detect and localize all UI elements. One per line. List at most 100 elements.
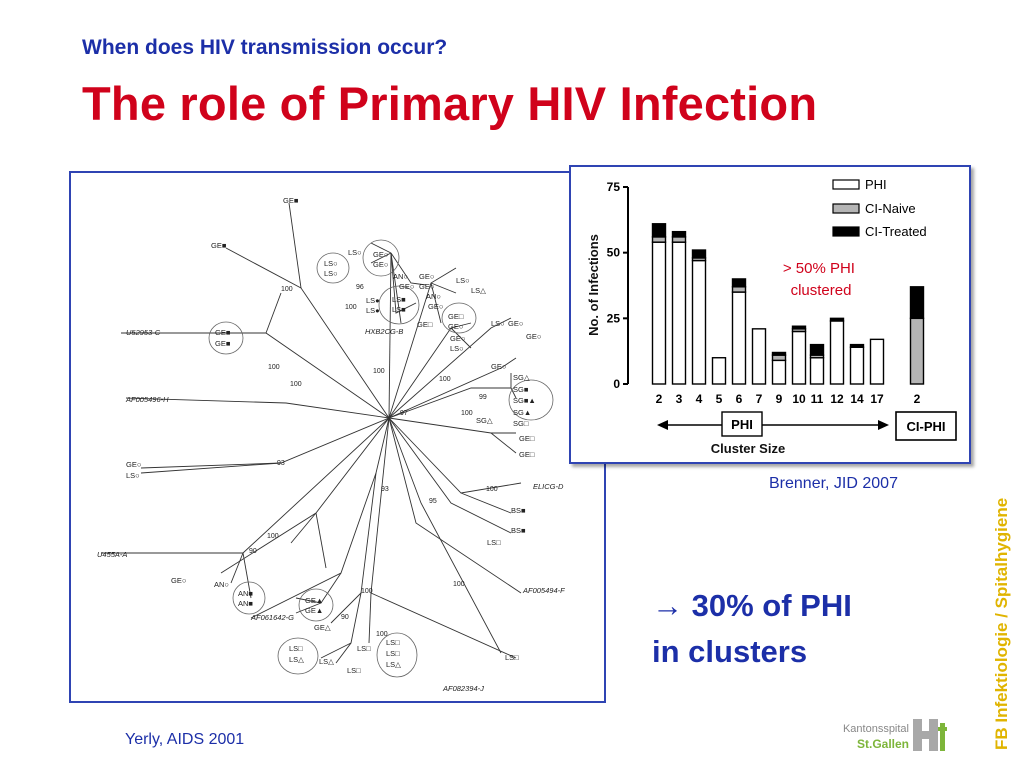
bar-segment — [651, 241, 667, 385]
tree-tip-label: GE▲ — [305, 606, 323, 615]
tree-tip-label: LS□ — [357, 644, 371, 653]
tree-tip-label: GE■ — [211, 241, 227, 250]
bar-segment — [731, 291, 747, 385]
legend-label-ci-treated: CI-Treated — [865, 224, 927, 239]
x-tick-label: 2 — [656, 392, 663, 406]
x-tick-label: 7 — [756, 392, 763, 406]
tree-reference-label: ELICG-D — [533, 482, 564, 491]
tree-reference-label: AF061642-G — [250, 613, 294, 622]
tree-tip-label: LS■ — [392, 295, 406, 304]
department-side-label: FB Infektiologie / Spitalhygiene — [992, 497, 1011, 750]
bootstrap-value: 100 — [461, 410, 473, 417]
tree-tip-label: SG■▲ — [513, 396, 536, 405]
tree-tip-label: GE○ — [450, 334, 465, 343]
legend-swatch-ci-treated — [832, 226, 860, 237]
x-tick-label: 2 — [914, 392, 921, 406]
tree-tip-label: GE○ — [491, 362, 506, 371]
legend-label-phi: PHI — [865, 177, 887, 192]
tree-tip-label: LS□ — [386, 638, 400, 647]
x-tick-label: 6 — [736, 392, 743, 406]
x-tick-label: 11 — [811, 392, 824, 406]
bootstrap-value: 93 — [381, 486, 389, 493]
tree-tip-label: LS△ — [471, 286, 487, 295]
bootstrap-value: 97 — [400, 410, 408, 417]
slide-subtitle: When does HIV transmission occur? — [82, 36, 448, 59]
tree-reference-label: AF005494-F — [522, 586, 565, 595]
bar-segment — [671, 236, 687, 243]
bootstrap-value: 99 — [479, 394, 487, 401]
bar-segment — [909, 286, 925, 320]
y-tick-label: 50 — [607, 246, 621, 260]
bootstrap-value: 100 — [267, 533, 279, 540]
tree-tip-label: AN■ — [238, 599, 253, 608]
y-tick-label: 75 — [607, 180, 621, 194]
bootstrap-value: 95 — [429, 498, 437, 505]
stat-statement-line2: in clusters — [652, 634, 808, 669]
tree-tip-label: LS○ — [450, 344, 464, 353]
tree-tip-label: LS△ — [319, 657, 335, 666]
bar-segment — [691, 259, 707, 385]
tree-tip-label: LS□ — [505, 653, 519, 662]
tree-tip-label: GE○ — [373, 260, 388, 269]
tree-tip-label: LS○ — [126, 471, 140, 480]
bar-segment — [771, 359, 787, 385]
tree-tip-label: LS○ — [324, 259, 338, 268]
tree-reference-label: AF082394-J — [442, 684, 484, 693]
tree-tip-label: LS○ — [491, 319, 505, 328]
logo-line1: Kantonsspital — [842, 723, 909, 735]
x-tick-label: 9 — [776, 392, 783, 406]
tree-tip-label: GE○ — [126, 460, 141, 469]
tree-tip-label: LS□ — [386, 649, 400, 658]
tree-tip-label: GE○ — [526, 332, 541, 341]
bar-segment — [731, 286, 747, 293]
bar-segment — [791, 330, 807, 385]
x-tick-label: 3 — [676, 392, 683, 406]
bar-segment — [651, 223, 667, 238]
bar-segment — [829, 317, 845, 322]
bootstrap-value: 100 — [268, 364, 280, 371]
x-tick-label: 12 — [830, 392, 844, 406]
bootstrap-value: 90 — [341, 614, 349, 621]
legend-swatch-phi — [832, 179, 860, 190]
tree-tip-label: AN○ — [214, 580, 229, 589]
bootstrap-value: 100 — [281, 286, 293, 293]
tree-tip-label: LS△ — [289, 655, 305, 664]
chart-annotation: > 50% PHI clustered — [783, 260, 859, 299]
bars — [651, 223, 925, 385]
tree-tip-label: GE□ — [519, 450, 535, 459]
hospital-logo-mark-icon — [913, 719, 947, 751]
tree-tip-label: GE○ — [508, 319, 523, 328]
tree-tip-label: GE○ — [448, 322, 463, 331]
tree-tip-label: SG▲ — [513, 408, 531, 417]
tree-tip-label: LS○ — [456, 276, 470, 285]
bar-segment — [829, 320, 845, 385]
x-tick-labels: 2 3 4 5 6 7 9 10 11 12 14 17 2 — [656, 392, 921, 406]
group-label-ci-phi: CI-PHI — [907, 419, 946, 434]
tree-tip-label: AN○ — [393, 272, 408, 281]
tree-reference-label: U455A-A — [97, 550, 127, 559]
bootstrap-value: 100 — [453, 581, 465, 588]
tree-tip-label: GE○ — [171, 576, 186, 585]
group-label-phi: PHI — [731, 417, 753, 432]
bar-segment — [809, 357, 825, 385]
tree-tip-label: BS■ — [511, 526, 526, 535]
tree-tip-label: LS□ — [289, 644, 303, 653]
phi-group-indicator: PHI — [657, 411, 889, 437]
bar-segment — [671, 241, 687, 385]
bootstrap-value: 100 — [373, 368, 385, 375]
bar-segment — [711, 357, 727, 385]
x-axis-label: Cluster Size — [711, 441, 785, 456]
bar-segment — [909, 317, 925, 385]
chart-annotation-line2: clustered — [791, 282, 852, 299]
bar-segment — [751, 328, 767, 385]
chart-citation: Brenner, JID 2007 — [769, 475, 898, 492]
bar-segment — [869, 338, 885, 385]
arrow-right-icon: → — [652, 588, 683, 623]
tree-tip-label: LS○ — [348, 248, 362, 257]
stat-statement-line1: → 30% of PHI — [652, 588, 852, 624]
tree-tip-label: SG■ — [513, 385, 529, 394]
ci-phi-group-indicator: CI-PHI — [895, 411, 957, 441]
tree-reference-label: HXB2CG-B — [365, 327, 403, 336]
bootstrap-value: 100 — [290, 381, 302, 388]
